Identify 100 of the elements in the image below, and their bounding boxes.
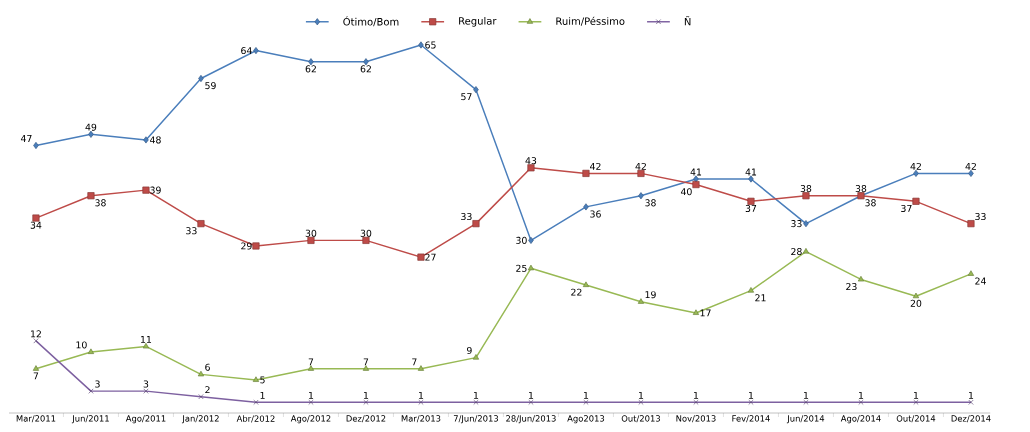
x-tick-label: Nov/2013 xyxy=(676,415,716,423)
data-label: 21 xyxy=(755,294,766,302)
point xyxy=(142,186,150,194)
data-label: 30 xyxy=(305,229,317,237)
point xyxy=(967,220,975,228)
point xyxy=(32,365,40,371)
data-label: 20 xyxy=(910,299,922,307)
point xyxy=(253,47,259,55)
data-label: 7 xyxy=(33,372,39,380)
data-label: 3 xyxy=(143,380,149,388)
point xyxy=(252,376,260,382)
x-tick-label: 7/Jun/2013 xyxy=(453,415,499,424)
data-label: 62 xyxy=(360,65,371,73)
data-label: 12 xyxy=(31,330,41,338)
point xyxy=(583,399,589,405)
data-label: 10 xyxy=(76,341,87,349)
data-label: 28 xyxy=(791,248,802,256)
point xyxy=(143,388,149,394)
data-label: 38 xyxy=(645,199,656,207)
data-label: 48 xyxy=(150,136,161,144)
x-tick-label: Jan/2012 xyxy=(181,415,219,424)
point xyxy=(472,220,480,228)
point xyxy=(143,136,149,144)
data-label: 64 xyxy=(241,47,252,55)
point xyxy=(528,236,534,244)
data-label: 24 xyxy=(975,277,986,285)
data-label: 33 xyxy=(975,212,986,221)
data-label: 1 xyxy=(419,391,424,399)
legend-label: Ñ xyxy=(684,16,691,26)
data-label: 1 xyxy=(639,391,644,399)
x-tick-label: Mar/2011 xyxy=(16,415,56,423)
data-label: 22 xyxy=(571,288,582,296)
data-label: 36 xyxy=(590,210,601,218)
point xyxy=(418,41,424,49)
data-label: 3 xyxy=(95,380,100,388)
data-label: 49 xyxy=(85,123,97,131)
data-label: 29 xyxy=(241,242,252,250)
point xyxy=(197,220,205,228)
point xyxy=(968,399,974,405)
point xyxy=(87,192,95,200)
data-label: 7 xyxy=(363,358,369,366)
point xyxy=(913,399,919,405)
data-label: 39 xyxy=(150,186,161,194)
point xyxy=(582,169,590,177)
data-label: 5 xyxy=(260,376,265,384)
data-label: 43 xyxy=(525,157,537,165)
point xyxy=(912,292,920,299)
point xyxy=(967,270,975,276)
point xyxy=(417,365,425,371)
data-label: 38 xyxy=(95,199,106,207)
point xyxy=(252,242,260,250)
point xyxy=(582,281,590,287)
point xyxy=(747,197,755,205)
point xyxy=(528,399,534,405)
point xyxy=(417,253,425,261)
point xyxy=(857,275,865,282)
point xyxy=(858,399,864,405)
data-label: 33 xyxy=(791,220,802,228)
data-label: 1 xyxy=(859,391,864,399)
x-tick-label: Abr/2012 xyxy=(236,415,275,423)
point xyxy=(363,399,369,405)
x-tick-label: Jun/2011 xyxy=(71,415,109,424)
x-tick-label: Fev/2014 xyxy=(732,415,770,423)
data-label: 65 xyxy=(425,41,436,49)
point xyxy=(583,203,589,211)
point xyxy=(308,399,314,405)
point xyxy=(473,86,479,94)
x-tick-label: Out/2013 xyxy=(621,415,661,423)
x-tick-label: Ago/2014 xyxy=(840,415,881,424)
data-label: 34 xyxy=(30,221,42,229)
data-label: 11 xyxy=(141,336,152,343)
point xyxy=(638,399,644,405)
data-label: 1 xyxy=(364,391,369,399)
x-tick-label: Jun/2014 xyxy=(786,415,825,424)
x-tick-label: Dez/2014 xyxy=(951,415,991,423)
x-tick-label: Dez/2012 xyxy=(346,415,386,423)
data-label: 23 xyxy=(846,283,857,291)
point xyxy=(803,399,809,405)
point xyxy=(637,298,645,304)
data-label: 41 xyxy=(690,168,702,176)
data-label: 1 xyxy=(260,391,265,399)
point xyxy=(638,192,644,200)
data-label: 42 xyxy=(635,162,646,170)
data-label: 33 xyxy=(186,227,197,235)
data-label: 1 xyxy=(804,391,809,399)
point xyxy=(803,220,809,228)
data-label: 38 xyxy=(855,185,867,193)
data-label: 42 xyxy=(910,162,921,170)
data-label: 38 xyxy=(800,185,812,193)
data-label: 1 xyxy=(749,391,754,399)
point xyxy=(692,309,700,315)
data-label: 1 xyxy=(694,391,699,399)
data-label: 9 xyxy=(467,346,472,355)
point xyxy=(362,365,370,371)
legend-label: Ruim/Péssimo xyxy=(556,16,625,26)
data-label: 27 xyxy=(425,253,436,261)
point xyxy=(802,248,810,254)
x-tick-label: Mar/2013 xyxy=(401,415,441,423)
point xyxy=(418,399,424,405)
data-label: 19 xyxy=(645,291,656,299)
